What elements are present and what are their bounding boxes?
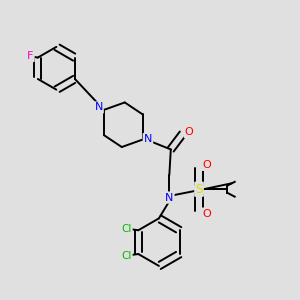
- Text: N: N: [165, 193, 173, 202]
- Text: O: O: [202, 160, 211, 170]
- Text: Cl: Cl: [121, 224, 132, 234]
- Text: N: N: [144, 134, 152, 144]
- Text: S: S: [195, 183, 203, 196]
- Text: O: O: [185, 127, 194, 137]
- Text: N: N: [94, 103, 103, 112]
- Text: F: F: [27, 51, 34, 61]
- Text: Cl: Cl: [121, 250, 132, 260]
- Text: O: O: [202, 208, 211, 219]
